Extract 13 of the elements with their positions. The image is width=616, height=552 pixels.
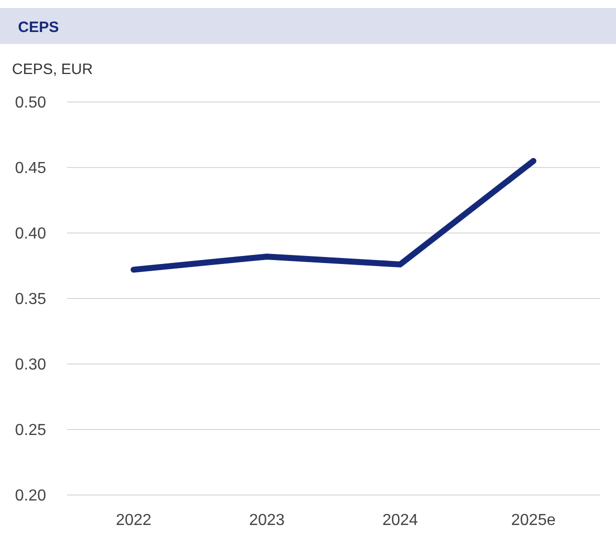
y-tick-label: 0.45 [15, 160, 46, 178]
y-tick-label: 0.40 [15, 226, 46, 243]
y-tick-label: 0.30 [15, 356, 46, 374]
x-tick-label: 2024 [382, 512, 418, 529]
x-tick-label: 2025e [511, 512, 556, 529]
y-tick-label: 0.35 [15, 291, 46, 308]
y-tick-label: 0.25 [15, 422, 46, 440]
y-axis-title: CEPS, EUR [12, 61, 94, 78]
y-tick-label: 0.50 [15, 94, 46, 112]
x-tick-label: 2022 [116, 512, 152, 529]
y-tick-label: 0.20 [15, 488, 46, 505]
x-tick-label: 2023 [249, 512, 285, 529]
chart-title: CEPS [18, 19, 59, 36]
